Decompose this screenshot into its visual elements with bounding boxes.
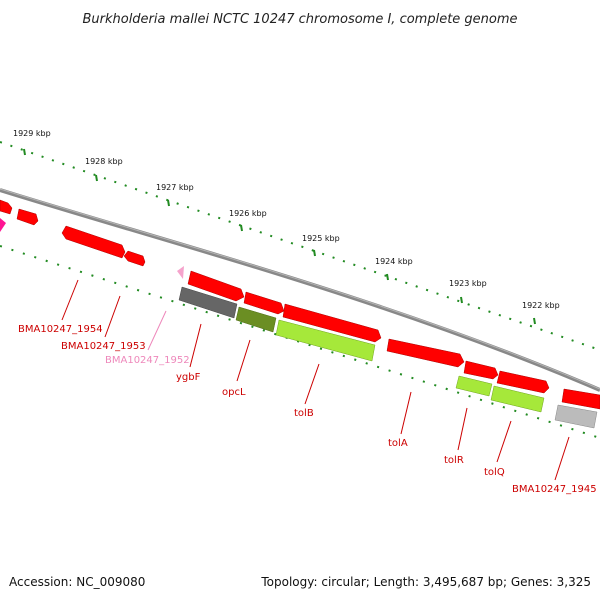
kbp-label-1923: 1923 kbp	[449, 279, 487, 288]
forward-strand-genes	[0, 199, 600, 410]
gene-opcL-upper[interactable]	[243, 291, 285, 315]
gene-BMA10247-1953[interactable]	[123, 250, 146, 267]
gene-label-BMA10247-1954: BMA10247_1954	[18, 324, 103, 335]
gene-ygbF-upper[interactable]	[187, 270, 245, 302]
reverse-strand-genes	[0, 218, 598, 429]
gene-label-BMA10247-1952: BMA10247_1952	[105, 355, 190, 366]
gene-tolB[interactable]	[275, 319, 376, 362]
kbp-label-1927: 1927 kbp	[156, 183, 194, 192]
outer-ruler-dots	[0, 141, 600, 351]
gene-BMA10247-1954[interactable]	[61, 225, 126, 259]
gene-opcL[interactable]	[235, 306, 277, 333]
kbp-label-1925: 1925 kbp	[302, 234, 340, 243]
genome-summary: Topology: circular; Length: 3,495,687 bp…	[260, 575, 591, 589]
kbp-label-1928: 1928 kbp	[85, 157, 123, 166]
gene-ygbF[interactable]	[178, 286, 238, 319]
kbp-label-1929: 1929 kbp	[13, 129, 51, 138]
kbp-label-1922: 1922 kbp	[522, 301, 560, 310]
chromosome-backbone	[0, 188, 600, 392]
gene-forward-1[interactable]	[16, 208, 39, 226]
gene-BMA10247-1945[interactable]	[554, 404, 598, 429]
gene-label-ygbF: ygbF	[176, 372, 201, 383]
gene-BMA10247-1952[interactable]	[177, 266, 184, 279]
gene-forward-0[interactable]	[0, 199, 13, 215]
gene-label-opcL: opcL	[222, 387, 246, 398]
gene-reverse-magenta[interactable]	[0, 218, 6, 232]
gene-label-tolQ: tolQ	[484, 467, 505, 478]
gene-tolB-upper[interactable]	[282, 303, 382, 343]
gene-label-tolA: tolA	[388, 438, 408, 449]
gene-label-BMA10247-1953: BMA10247_1953	[61, 341, 146, 352]
gene-label-tolR: tolR	[444, 455, 464, 466]
backbone-highlight	[0, 188, 600, 390]
kbp-label-1926: 1926 kbp	[229, 209, 267, 218]
kbp-label-1924: 1924 kbp	[375, 257, 413, 266]
gene-label-BMA10247-1945: BMA10247_1945	[512, 484, 597, 495]
gene-tolA-upper[interactable]	[386, 338, 465, 368]
gene-tolQ-upper[interactable]	[496, 370, 550, 394]
map-title: Burkholderia mallei NCTC 10247 chromosom…	[82, 12, 517, 27]
accession-label: Accession: NC_009080	[9, 575, 145, 589]
label-leader-lines	[61, 279, 570, 481]
gene-label-tolB: tolB	[294, 408, 314, 419]
major-ruler-ticks	[23, 148, 536, 325]
gene-tolR-upper[interactable]	[463, 360, 499, 380]
gene-1945-upper[interactable]	[561, 388, 600, 410]
gene-tolQ[interactable]	[490, 385, 545, 413]
gene-tolR[interactable]	[455, 375, 493, 397]
